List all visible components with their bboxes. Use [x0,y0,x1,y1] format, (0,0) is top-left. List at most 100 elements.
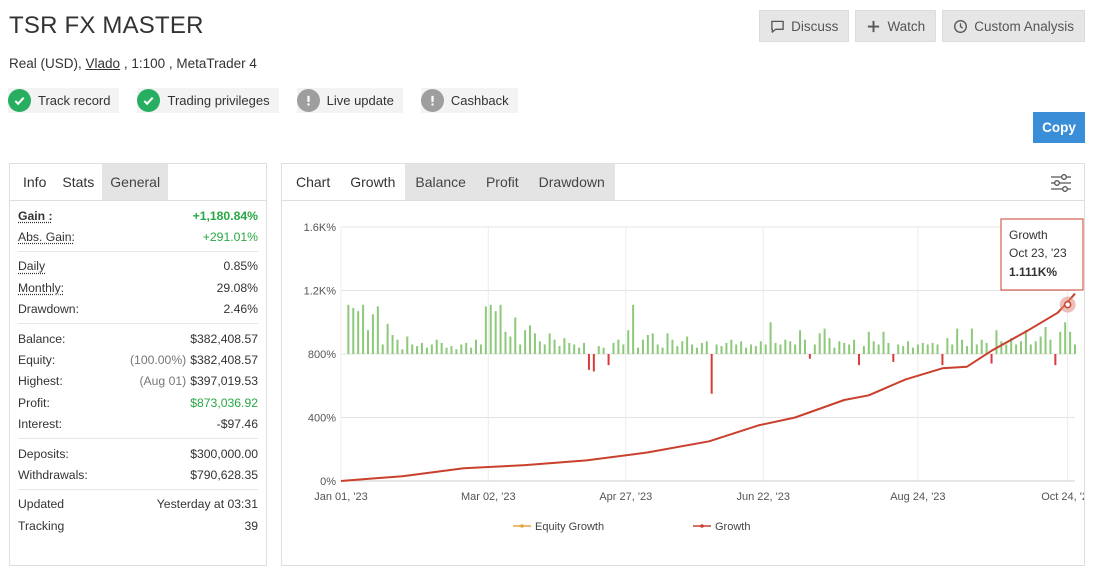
bar-positive [553,339,556,354]
bar-positive [568,342,571,354]
gain-group: Gain : +1,180.84% Abs. Gain: +291.01% [18,201,258,252]
bar-positive [813,344,816,354]
bar-positive [661,347,664,354]
stats-tabs: Info Stats General [10,164,266,201]
bar-positive [430,344,433,354]
stat-value: $382,408.57 [190,331,258,346]
tab-profit[interactable]: Profit [475,164,529,200]
custom-analysis-label: Custom Analysis [974,18,1074,34]
bar-positive [686,336,689,354]
stat-value: +291.01% [202,230,258,245]
bar-negative [1054,354,1057,366]
bar-positive [970,328,973,354]
copy-button[interactable]: Copy [1033,112,1085,143]
bar-positive [853,339,856,354]
bar-positive [926,344,929,354]
badge-row: Track record Trading privileges Live upd… [8,88,518,113]
tooltip-date: Oct 23, '23 [1009,246,1067,260]
bar-negative [808,354,811,359]
stat-label[interactable]: Daily [18,259,46,274]
legend-label-equity: Equity Growth [535,521,604,533]
bar-positive [975,344,978,354]
bar-positive [391,334,394,354]
bar-positive [499,304,502,354]
bar-positive [651,333,654,354]
bar-positive [882,331,885,354]
bar-positive [1069,331,1072,354]
bar-positive [460,344,463,354]
bar-positive [627,330,630,354]
bar-positive [450,346,453,354]
bar-positive [695,347,698,354]
rates-group: Daily 0.85% Monthly: 29.08% Drawdown: 2.… [18,252,258,324]
tab-chart[interactable]: Chart [282,164,341,200]
bar-positive [558,346,561,354]
bar-positive [946,338,949,354]
bar-positive [406,336,409,354]
stat-row-tracking: Tracking 39 [18,515,258,536]
stat-label: Updated [18,497,65,512]
bar-positive [715,344,718,354]
tab-balance[interactable]: Balance [405,164,476,200]
x-tick-label: Mar 02, '23 [461,491,516,503]
tooltip-box [1000,218,1084,291]
stat-value-wrap: (100.00%) $382,408.57 [130,353,258,367]
custom-analysis-button[interactable]: Custom Analysis [942,10,1085,42]
stat-label: Equity: [18,353,56,368]
bar-positive [612,342,615,354]
settings-sliders-icon[interactable] [1050,173,1072,193]
stat-value: 39 [244,518,258,533]
legend-label-growth: Growth [715,521,750,533]
growth-chart[interactable]: 0% 400% 800% 1.2K% 1.6K% Jan 01, '23 Mar 02, '… [282,201,1084,565]
bar-positive [720,346,723,354]
discuss-button[interactable]: Discuss [759,10,850,42]
tab-growth[interactable]: Growth [340,164,406,200]
bar-positive [376,306,379,354]
bar-positive [911,347,914,354]
owner-link[interactable]: Vlado [85,56,121,71]
y-tick-label: 800% [308,349,336,361]
bar-positive [848,344,851,354]
bar-positive [1059,331,1062,354]
watch-label: Watch [887,18,926,34]
stat-row-balance: Balance: $382,408.57 [18,328,258,349]
stat-value-wrap: (Aug 01) $397,019.53 [139,374,258,388]
bar-positive [357,311,360,354]
bar-positive [877,344,880,354]
badge-label: Cashback [450,93,509,108]
leverage-platform: , 1:100 , MetaTrader 4 [123,56,257,71]
bar-positive [749,344,752,354]
bar-positive [769,322,772,354]
tab-info[interactable]: Info [10,164,55,200]
stat-label[interactable]: Gain : [18,208,53,223]
bar-positive [578,347,581,354]
watch-button[interactable]: Watch [855,10,937,42]
bar-positive [1074,344,1076,354]
stat-label[interactable]: Monthly: [18,280,65,295]
badge-label: Trading privileges [167,93,270,108]
badge-cashback: Cashback [420,88,518,113]
bar-positive [995,330,998,354]
stat-label[interactable]: Abs. Gain: [18,230,75,245]
bar-positive [646,334,649,354]
bar-positive [887,342,890,354]
tab-drawdown[interactable]: Drawdown [528,164,615,200]
stat-row-drawdown: Drawdown: 2.46% [18,299,258,320]
bar-positive [764,344,767,354]
chart-panel: Chart Growth Balance Profit Drawdown 0% 4… [281,163,1085,566]
bar-negative [892,354,895,362]
tooltip-value: 1.111K% [1009,265,1057,279]
stat-row-profit: Profit: $873,036.92 [18,392,258,413]
tab-stats[interactable]: Stats [54,164,103,200]
stat-label: Deposits: [18,446,69,461]
bar-positive [779,344,782,354]
stat-value: 2.46% [223,302,258,317]
tab-general[interactable]: General [102,164,169,200]
bar-positive [676,346,679,354]
bar-positive [352,307,355,354]
stat-note: (100.00%) [129,353,187,368]
bar-positive [347,304,350,354]
bar-positive [745,347,748,354]
bar-positive [700,342,703,354]
badge-live-update: Live update [296,88,403,113]
